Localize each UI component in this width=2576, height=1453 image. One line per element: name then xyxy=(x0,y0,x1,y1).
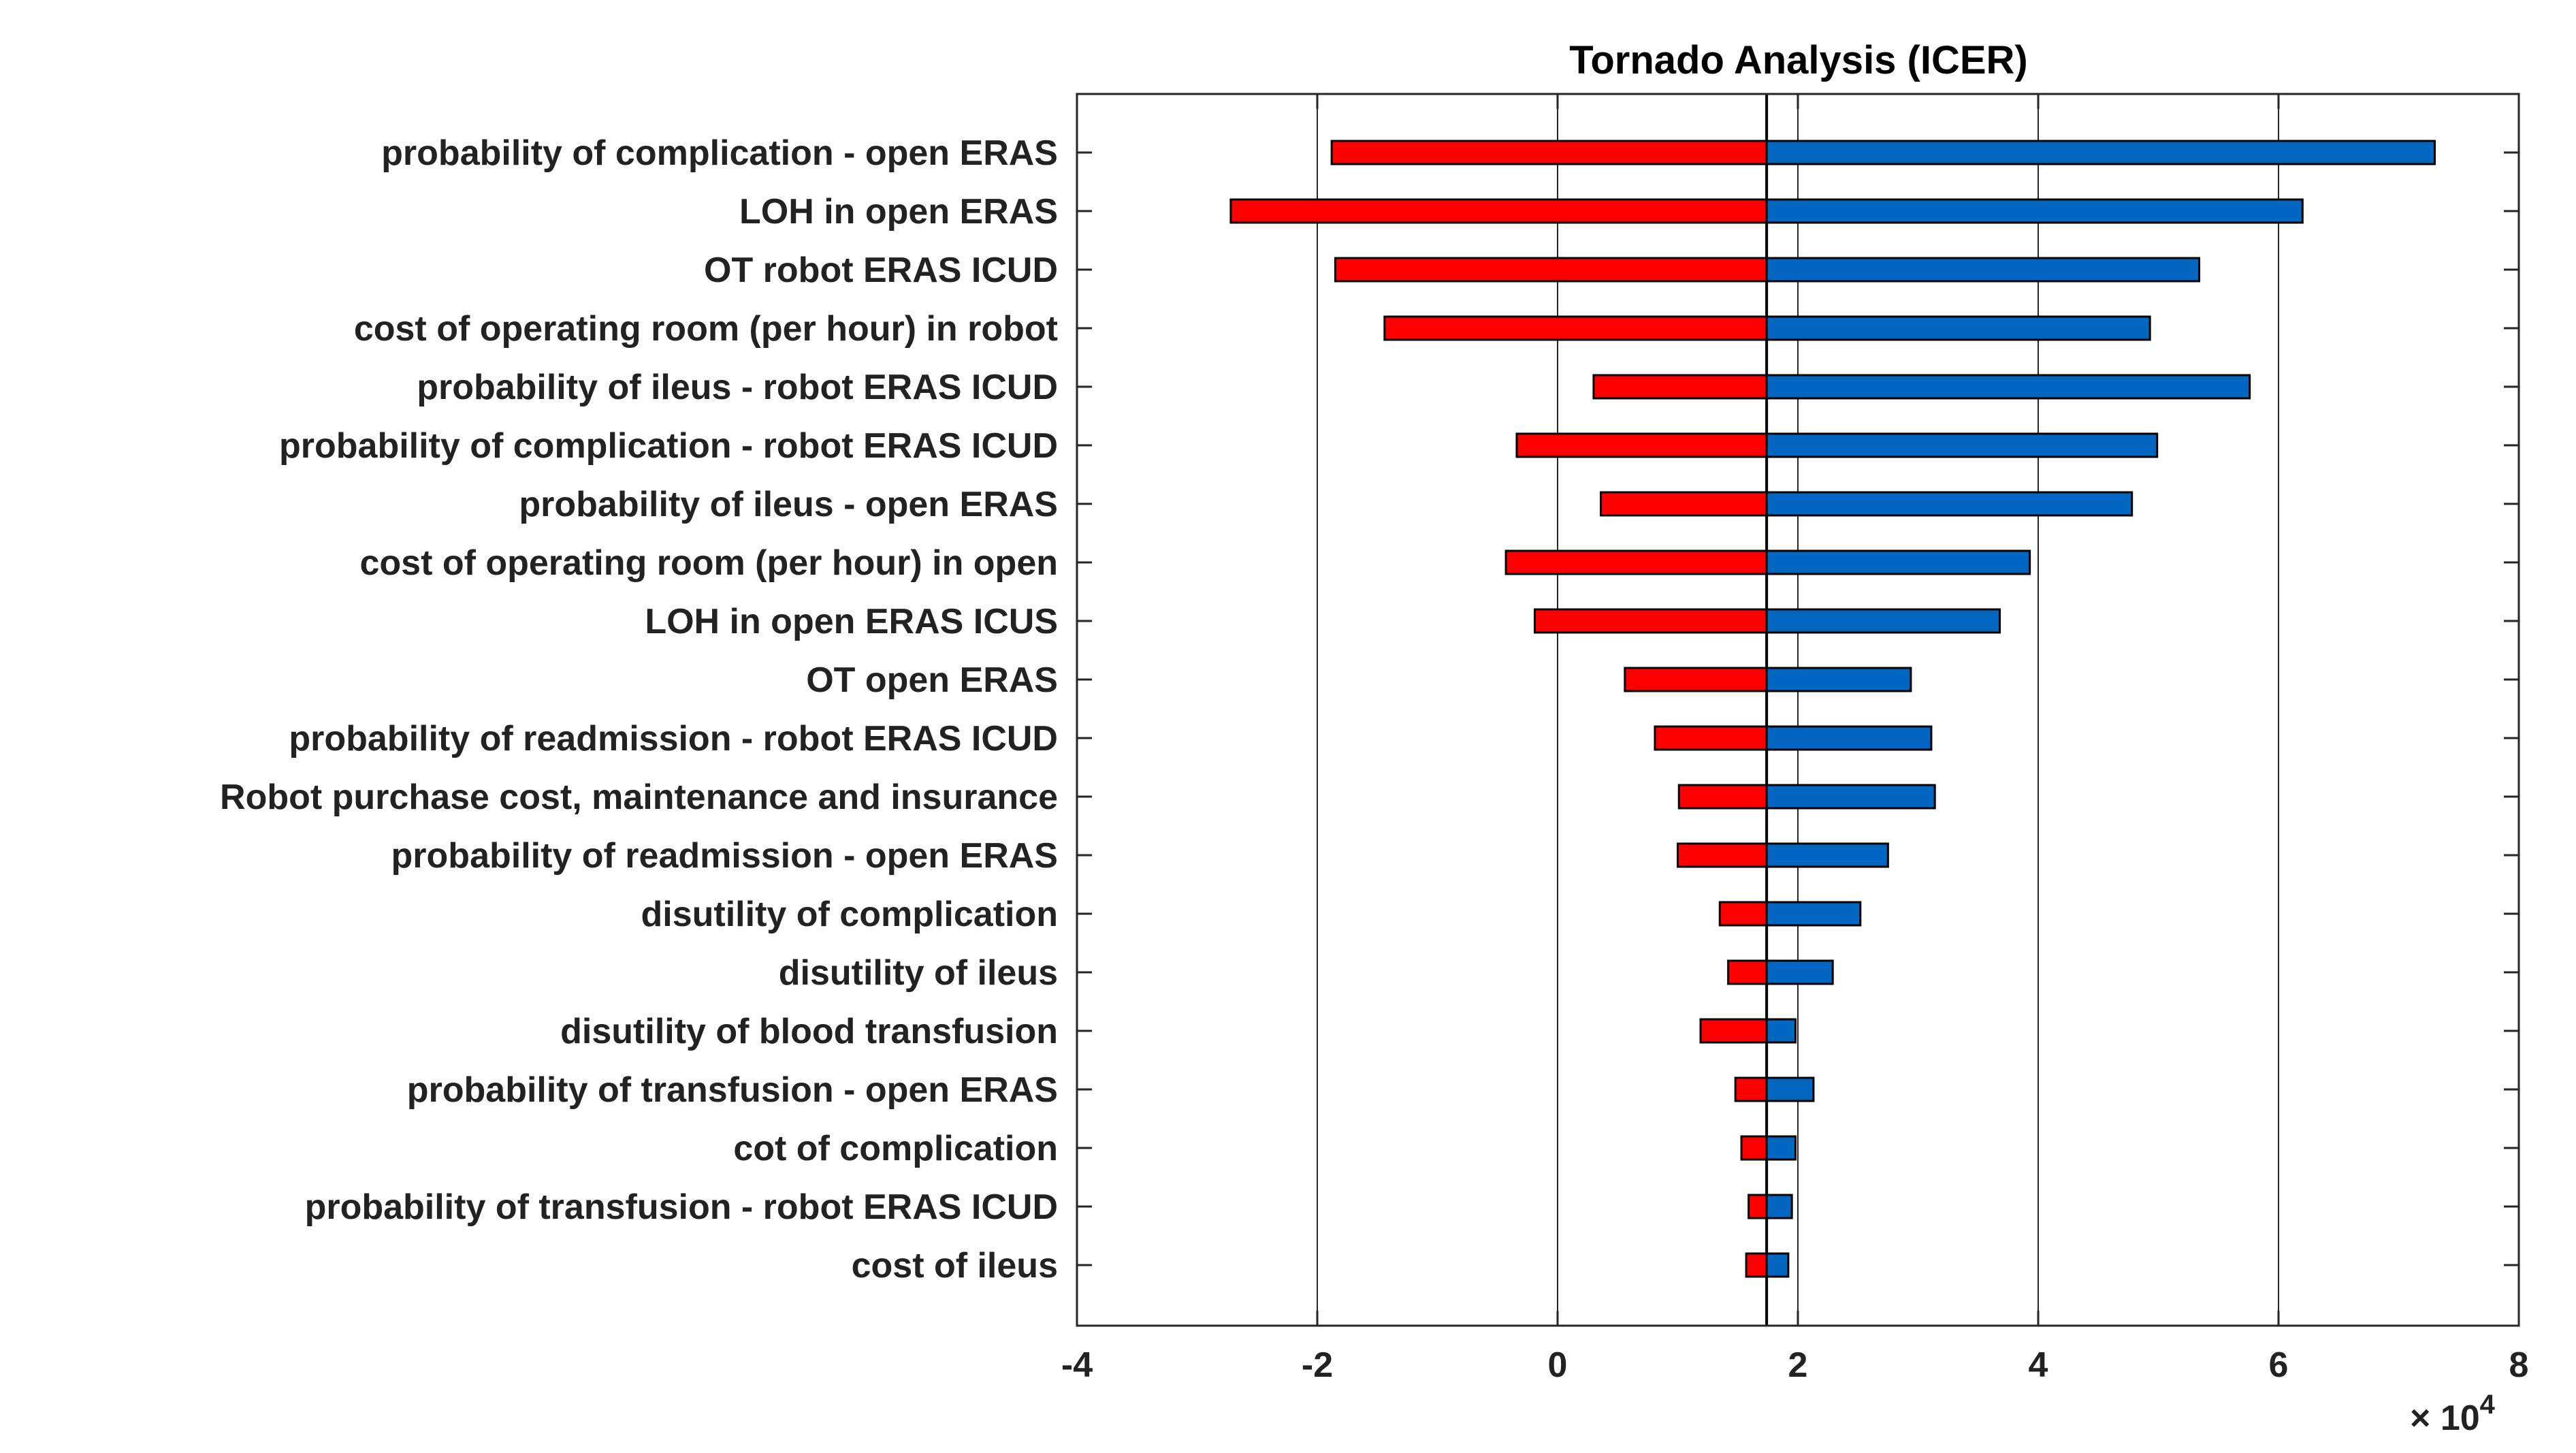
y-tick-label: probability of transfusion - open ERAS xyxy=(407,1070,1058,1110)
bar-high xyxy=(1765,1135,1797,1161)
bar-high xyxy=(1765,725,1933,751)
bar-high xyxy=(1765,198,2304,224)
bar-low xyxy=(1677,842,1768,868)
bar-high xyxy=(1765,549,2031,575)
bar-low xyxy=(1654,725,1768,751)
bar-high xyxy=(1765,1018,1797,1044)
bar-high xyxy=(1765,784,1936,810)
bar-high xyxy=(1765,315,2151,341)
bar-high xyxy=(1765,374,2251,400)
bar-high xyxy=(1765,491,2134,517)
bar-high xyxy=(1765,842,1889,868)
bar-low xyxy=(1727,959,1768,985)
label-layer: probability of complication - open ERAS L… xyxy=(220,133,2528,1385)
bar-layer xyxy=(1229,140,2436,1278)
bar-low xyxy=(1677,784,1768,810)
bar-low xyxy=(1745,1252,1768,1278)
y-tick-label: OT robot ERAS ICUD xyxy=(704,251,1058,290)
y-tick-label: Robot purchase cost, maintenance and ins… xyxy=(220,778,1058,817)
x-tick-label: 2 xyxy=(1788,1345,1808,1385)
y-tick-label: LOH in open ERAS ICUS xyxy=(645,602,1058,641)
bar-low xyxy=(1592,374,1768,400)
bar-high xyxy=(1765,667,1912,692)
x-tick-label: -4 xyxy=(1061,1345,1093,1385)
y-tick-label: probability of transfusion - robot ERAS … xyxy=(305,1187,1058,1227)
bar-high xyxy=(1765,959,1834,985)
y-tick-label: OT open ERAS xyxy=(806,660,1058,700)
y-tick-label: cot of complication xyxy=(733,1129,1058,1168)
y-tick-label: probability of readmission - open ERAS xyxy=(391,836,1058,876)
y-tick-label: cost of operating room (per hour) in rob… xyxy=(354,309,1058,349)
bar-low xyxy=(1600,491,1768,517)
x-multiplier-label: × 104 xyxy=(2410,1390,2496,1438)
y-tick-label: probability of complication - open ERAS xyxy=(381,133,1058,173)
y-tick-label: cost of ileus xyxy=(852,1246,1058,1286)
y-tick-label: probability of readmission - robot ERAS … xyxy=(289,719,1058,759)
grid-layer xyxy=(1317,94,2279,1326)
x-tick-label: 6 xyxy=(2269,1345,2289,1385)
x-tick-label: -2 xyxy=(1302,1345,1333,1385)
x-tick-label: 8 xyxy=(2509,1345,2529,1385)
bar-high xyxy=(1765,608,2001,634)
x-tick-label: 0 xyxy=(1548,1345,1568,1385)
bar-high xyxy=(1765,901,1862,927)
bar-low xyxy=(1334,257,1768,283)
bar-high xyxy=(1765,1252,1790,1278)
y-tick-label: probability of ileus - open ERAS xyxy=(519,485,1058,524)
x-tick-label: 4 xyxy=(2029,1345,2048,1385)
bar-low xyxy=(1624,667,1768,692)
y-tick-label: disutility of ileus xyxy=(779,953,1058,993)
bar-low xyxy=(1515,432,1768,458)
bar-low xyxy=(1718,901,1768,927)
bar-high xyxy=(1765,140,2436,165)
bar-low xyxy=(1229,198,1768,224)
bar-low xyxy=(1533,608,1768,634)
bar-high xyxy=(1765,1194,1793,1219)
bar-high xyxy=(1765,432,2159,458)
chart-title: Tornado Analysis (ICER) xyxy=(1569,38,2028,82)
y-tick-label: LOH in open ERAS xyxy=(739,192,1058,231)
axis-layer xyxy=(1076,93,2520,1327)
bar-low xyxy=(1740,1135,1768,1161)
x-multiplier-base: × 10 xyxy=(2410,1399,2480,1438)
bar-low xyxy=(1734,1076,1768,1102)
bar-low xyxy=(1383,315,1768,341)
bar-low xyxy=(1699,1018,1768,1044)
bar-high xyxy=(1765,257,2201,283)
bar-low xyxy=(1330,140,1768,165)
bar-low xyxy=(1748,1194,1768,1219)
y-tick-label: cost of operating room (per hour) in ope… xyxy=(359,543,1058,583)
y-tick-label: disutility of blood transfusion xyxy=(560,1012,1058,1051)
y-tick-label: disutility of complication xyxy=(641,895,1058,934)
x-multiplier-exponent: 4 xyxy=(2480,1390,2496,1420)
bar-low xyxy=(1504,549,1768,575)
y-tick-label: probability of complication - robot ERAS… xyxy=(279,426,1058,466)
bar-high xyxy=(1765,1076,1815,1102)
y-tick-label: probability of ileus - robot ERAS ICUD xyxy=(417,368,1058,407)
